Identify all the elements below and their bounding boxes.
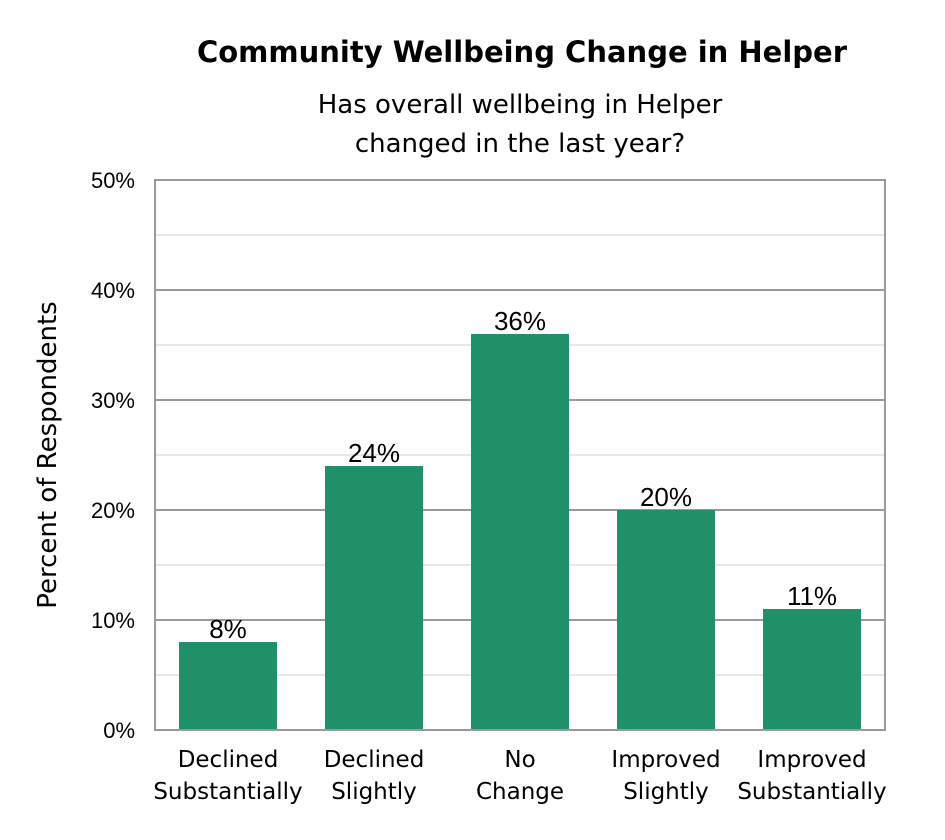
bar-value-label: 8% xyxy=(209,614,247,644)
chart-subtitle-line-1: Has overall wellbeing in Helper xyxy=(318,90,723,120)
bar xyxy=(617,510,715,730)
bar xyxy=(325,466,423,730)
x-tick-label: Change xyxy=(476,779,564,805)
x-tick-label: Slightly xyxy=(623,779,709,805)
x-tick-label: No xyxy=(504,747,535,773)
y-tick-label: 20% xyxy=(91,498,135,523)
x-tick-label: Slightly xyxy=(331,779,417,805)
chart-title: Community Wellbeing Change in Helper xyxy=(197,35,848,69)
bars xyxy=(179,334,861,730)
x-tick-label: Substantially xyxy=(153,779,302,805)
bar xyxy=(179,642,277,730)
data-labels: 8% 24% 36% 20% 11% xyxy=(209,306,837,644)
x-tick-label: Improved xyxy=(611,747,720,773)
x-tick-label: Substantially xyxy=(737,779,886,805)
plot-area-frame xyxy=(154,179,886,731)
bar xyxy=(471,334,569,730)
x-tick-label: Declined xyxy=(324,747,425,773)
x-axis-ticks: Declined Substantially Declined Slightly No C… xyxy=(153,747,886,805)
y-tick-label: 50% xyxy=(91,168,135,193)
bar-value-label: 24% xyxy=(348,438,400,468)
y-tick-label: 40% xyxy=(91,278,135,303)
y-axis-ticks: 0% 10% 20% 30% 40% 50% xyxy=(91,168,135,743)
y-tick-label: 10% xyxy=(91,608,135,633)
x-tick-label: Improved xyxy=(757,747,866,773)
x-tick-label: Declined xyxy=(178,747,279,773)
bar-value-label: 36% xyxy=(494,306,546,336)
bar-value-label: 20% xyxy=(640,482,692,512)
y-tick-label: 0% xyxy=(103,718,135,743)
bar-value-label: 11% xyxy=(787,581,837,611)
bar xyxy=(763,609,861,730)
y-axis-label: Percent of Respondents xyxy=(33,301,63,608)
y-tick-label: 30% xyxy=(91,388,135,413)
chart-subtitle-line-2: changed in the last year? xyxy=(355,129,685,159)
